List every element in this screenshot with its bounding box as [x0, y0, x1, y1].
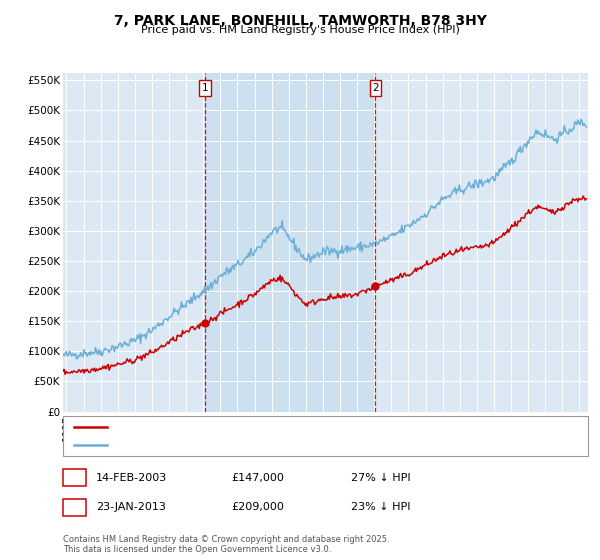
- Text: 7, PARK LANE, BONEHILL, TAMWORTH, B78 3HY (detached house): 7, PARK LANE, BONEHILL, TAMWORTH, B78 3H…: [114, 422, 442, 432]
- Text: 2: 2: [372, 83, 379, 93]
- Text: 14-FEB-2003: 14-FEB-2003: [96, 473, 167, 483]
- Text: 27% ↓ HPI: 27% ↓ HPI: [351, 473, 410, 483]
- Text: £209,000: £209,000: [231, 502, 284, 512]
- Text: 23% ↓ HPI: 23% ↓ HPI: [351, 502, 410, 512]
- Text: Contains HM Land Registry data © Crown copyright and database right 2025.
This d: Contains HM Land Registry data © Crown c…: [63, 535, 389, 554]
- Text: £147,000: £147,000: [231, 473, 284, 483]
- Text: 23-JAN-2013: 23-JAN-2013: [96, 502, 166, 512]
- Bar: [205, 73, 376, 412]
- Text: 7, PARK LANE, BONEHILL, TAMWORTH, B78 3HY: 7, PARK LANE, BONEHILL, TAMWORTH, B78 3H…: [113, 14, 487, 28]
- Text: Price paid vs. HM Land Registry's House Price Index (HPI): Price paid vs. HM Land Registry's House …: [140, 25, 460, 35]
- Text: 2: 2: [71, 501, 78, 514]
- Text: 1: 1: [202, 83, 209, 93]
- Text: 1: 1: [71, 471, 78, 484]
- Text: HPI: Average price, detached house, Lichfield: HPI: Average price, detached house, Lich…: [114, 440, 341, 450]
